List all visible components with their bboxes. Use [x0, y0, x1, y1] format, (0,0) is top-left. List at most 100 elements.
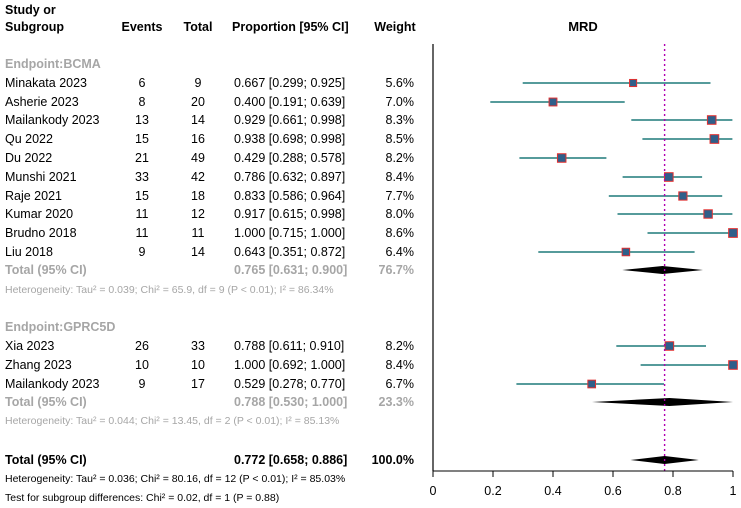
point-estimate-square	[706, 115, 717, 125]
point-estimate-square	[556, 153, 567, 163]
study-name: Asherie 2023	[5, 95, 79, 109]
study-weight: 8.0%	[385, 207, 415, 221]
subgroup-total-ci: 0.765 [0.631; 0.900]	[234, 263, 348, 277]
study-name: Zhang 2023	[5, 358, 72, 372]
x-tick-label: 0.6	[604, 484, 621, 498]
study-events: 15	[135, 132, 149, 146]
study-ci-text: 0.938 [0.698; 0.998]	[234, 132, 346, 146]
x-tick-label: 0.8	[664, 484, 681, 498]
study-total: 17	[191, 377, 205, 391]
study-total: 49	[191, 151, 205, 165]
point-estimate-square	[621, 247, 631, 257]
x-tick-label: 0	[430, 484, 437, 498]
study-total: 11	[191, 226, 205, 240]
study-events: 11	[135, 226, 149, 240]
subgroup-total-label: Total (95% CI)	[5, 263, 87, 277]
study-weight: 5.6%	[385, 76, 415, 90]
study-events: 9	[138, 377, 146, 391]
study-ci-text: 0.429 [0.288; 0.578]	[234, 151, 346, 165]
study-weight: 7.7%	[385, 189, 415, 203]
study-weight: 8.4%	[385, 170, 415, 184]
study-events: 11	[135, 207, 149, 221]
point-estimate-square	[678, 191, 688, 201]
header-total: Total	[183, 20, 213, 34]
study-events: 10	[135, 358, 149, 372]
header-proportion: Proportion [95% CI]	[232, 20, 349, 34]
point-estimate-square	[664, 341, 675, 351]
study-ci-text: 0.400 [0.191; 0.639]	[234, 95, 346, 109]
study-total: 12	[191, 207, 205, 221]
study-ci-text: 0.667 [0.299; 0.925]	[234, 76, 346, 90]
study-ci-text: 0.788 [0.611; 0.910]	[234, 339, 345, 353]
overall-total-ci: 0.772 [0.658; 0.886]	[234, 453, 348, 467]
subgroup-total-label: Total (95% CI)	[5, 395, 87, 409]
study-weight: 8.4%	[385, 358, 415, 372]
study-name: Liu 2018	[5, 245, 53, 259]
study-name: Mailankody 2023	[5, 113, 100, 127]
point-estimate-square	[703, 209, 713, 219]
study-ci-text: 1.000 [0.692; 1.000]	[234, 358, 346, 372]
point-estimate-square	[709, 134, 720, 144]
study-total: 18	[191, 189, 205, 203]
header-study: Study or	[5, 3, 56, 17]
subgroup-total-weight: 23.3%	[378, 395, 414, 409]
overall-total-weight: 100.0%	[371, 453, 414, 467]
study-total: 42	[191, 170, 205, 184]
study-name: Qu 2022	[5, 132, 53, 146]
subgroup-heterogeneity: Heterogeneity: Tau² = 0.039; Chi² = 65.9…	[5, 284, 334, 296]
overall-total-label: Total (95% CI)	[5, 453, 87, 467]
study-name: Munshi 2021	[5, 170, 77, 184]
subgroup-total-weight: 76.7%	[378, 263, 414, 277]
study-events: 26	[135, 339, 149, 353]
study-total: 16	[191, 132, 205, 146]
study-total: 33	[191, 339, 205, 353]
subgroup-heterogeneity: Heterogeneity: Tau² = 0.044; Chi² = 13.4…	[5, 415, 340, 427]
subgroup-test: Test for subgroup differences: Chi² = 0.…	[5, 492, 280, 504]
pooled-estimate-diamond	[622, 266, 703, 274]
study-total: 14	[191, 113, 205, 127]
point-estimate-square	[548, 97, 558, 107]
study-weight: 6.7%	[385, 377, 415, 391]
study-name: Du 2022	[5, 151, 53, 165]
study-weight: 8.3%	[385, 113, 415, 127]
point-estimate-square	[587, 379, 597, 389]
study-weight: 6.4%	[385, 245, 415, 259]
point-estimate-square	[728, 228, 738, 238]
plot-title: MRD	[568, 19, 598, 34]
study-events: 21	[135, 151, 149, 165]
point-estimate-square	[728, 360, 738, 370]
study-name: Raje 2021	[5, 189, 62, 203]
study-ci-text: 0.917 [0.615; 0.998]	[234, 207, 346, 221]
study-weight: 8.5%	[385, 132, 415, 146]
point-estimate-square	[629, 78, 638, 88]
subgroup-label: Endpoint:BCMA	[5, 57, 101, 71]
study-name: Xia 2023	[5, 339, 55, 353]
study-ci-text: 0.929 [0.661; 0.998]	[234, 113, 346, 127]
study-ci-text: 0.833 [0.586; 0.964]	[234, 189, 346, 203]
study-total: 9	[194, 76, 202, 90]
study-name: Brudno 2018	[5, 226, 77, 240]
study-total: 10	[191, 358, 205, 372]
study-weight: 7.0%	[385, 95, 415, 109]
study-weight: 8.2%	[385, 339, 415, 353]
study-ci-text: 0.786 [0.632; 0.897]	[234, 170, 346, 184]
subgroup-total-ci: 0.788 [0.530; 1.000]	[234, 395, 348, 409]
study-events: 9	[138, 245, 146, 259]
x-tick-label: 1	[730, 484, 737, 498]
study-events: 13	[135, 113, 149, 127]
study-events: 6	[138, 76, 146, 90]
study-name: Minakata 2023	[5, 76, 88, 90]
study-events: 33	[135, 170, 149, 184]
header-weight: Weight	[374, 20, 416, 34]
study-weight: 8.2%	[385, 151, 415, 165]
x-tick-label: 0.2	[484, 484, 501, 498]
study-ci-text: 0.643 [0.351; 0.872]	[234, 245, 346, 259]
study-events: 15	[135, 189, 149, 203]
study-ci-text: 1.000 [0.715; 1.000]	[234, 226, 346, 240]
overall-heterogeneity: Heterogeneity: Tau² = 0.036; Chi² = 80.1…	[5, 473, 346, 485]
header-subgroup: Subgroup	[5, 20, 65, 34]
study-events: 8	[138, 95, 146, 109]
header-events: Events	[121, 20, 163, 34]
subgroup-label: Endpoint:GPRC5D	[5, 320, 116, 334]
